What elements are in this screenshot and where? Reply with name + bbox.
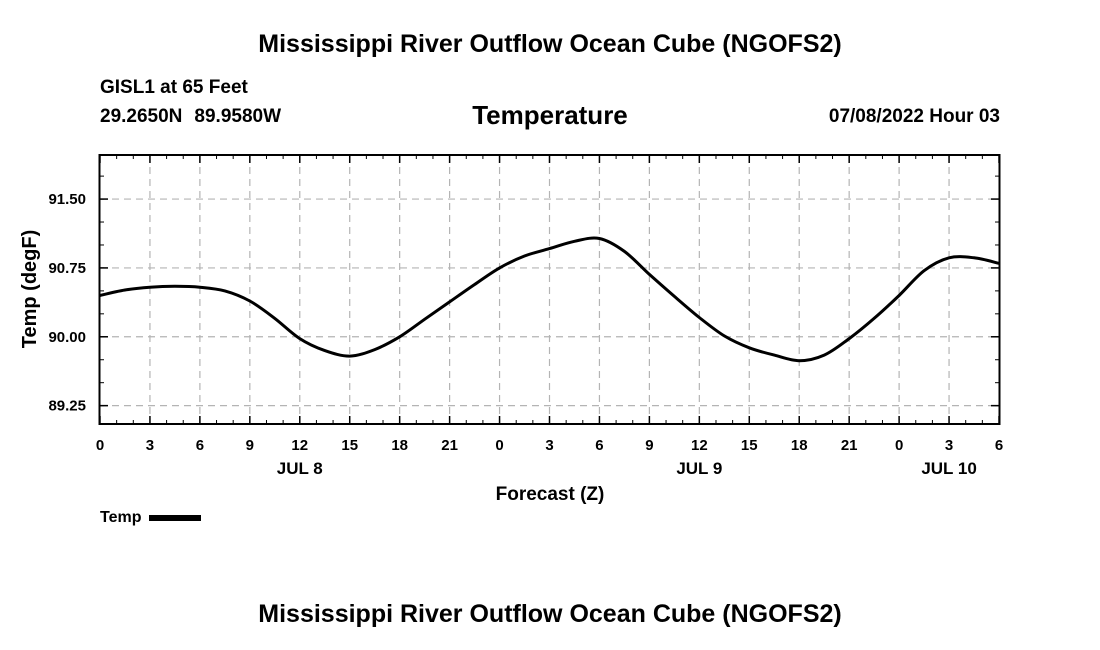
x-tick-label: 15	[341, 437, 358, 454]
x-tick-label: 6	[595, 437, 603, 454]
x-tick-label: 21	[441, 437, 458, 454]
x-tick-label: 21	[841, 437, 858, 454]
legend: Temp	[100, 509, 202, 527]
day-label: JUL 8	[277, 459, 323, 478]
footer-title: Mississippi River Outflow Ocean Cube (NG…	[258, 600, 842, 628]
station-coordinates: 29.2650N 89.9580W	[100, 106, 293, 128]
legend-label-temp: Temp	[100, 509, 142, 526]
y-axis-label: Temp (degF)	[19, 230, 41, 349]
temp-series-line	[98, 236, 1001, 363]
y-tick-label: 91.50	[48, 191, 86, 208]
station-label: GISL1 at 65 Feet	[100, 77, 248, 98]
x-tick-label: 0	[895, 437, 903, 454]
chart-title: Temperature	[472, 100, 628, 130]
forecast-datetime: 07/08/2022 Hour 03	[828, 106, 1000, 127]
x-tick-label: 6	[196, 437, 204, 454]
axis-tick-labels: 0 3 6 9 12 15 18 21 0 3 6 9 12 15 18 21 0 3 6 89.25 90.00 90.…	[48, 191, 1003, 478]
legend-swatch-temp	[149, 515, 202, 521]
x-tick-label: 15	[741, 437, 758, 454]
x-tick-label: 0	[495, 437, 503, 454]
grid-lines	[100, 155, 999, 424]
y-tick-label: 89.25	[48, 398, 86, 415]
x-tick-label: 3	[545, 437, 553, 454]
x-tick-label: 3	[146, 437, 154, 454]
x-tick-label: 3	[945, 437, 953, 454]
x-axis-label: Forecast (Z)	[496, 484, 605, 505]
x-tick-label: 18	[391, 437, 408, 454]
x-tick-label: 18	[791, 437, 808, 454]
longitude-label: 89.9580W	[194, 106, 282, 127]
y-tick-label: 90.00	[48, 329, 86, 346]
plot-frame	[98, 154, 1001, 425]
page-title: Mississippi River Outflow Ocean Cube (NG…	[258, 30, 842, 58]
x-tick-label: 9	[246, 437, 254, 454]
x-tick-label: 12	[691, 437, 708, 454]
x-tick-label: 0	[96, 437, 104, 454]
x-tick-label: 6	[995, 437, 1003, 454]
x-tick-label: 12	[291, 437, 308, 454]
y-tick-label: 90.75	[48, 260, 86, 277]
day-label: JUL 9	[676, 459, 722, 478]
latitude-label: 29.2650N	[100, 106, 183, 127]
x-tick-label: 9	[645, 437, 653, 454]
day-label: JUL 10	[921, 459, 976, 478]
